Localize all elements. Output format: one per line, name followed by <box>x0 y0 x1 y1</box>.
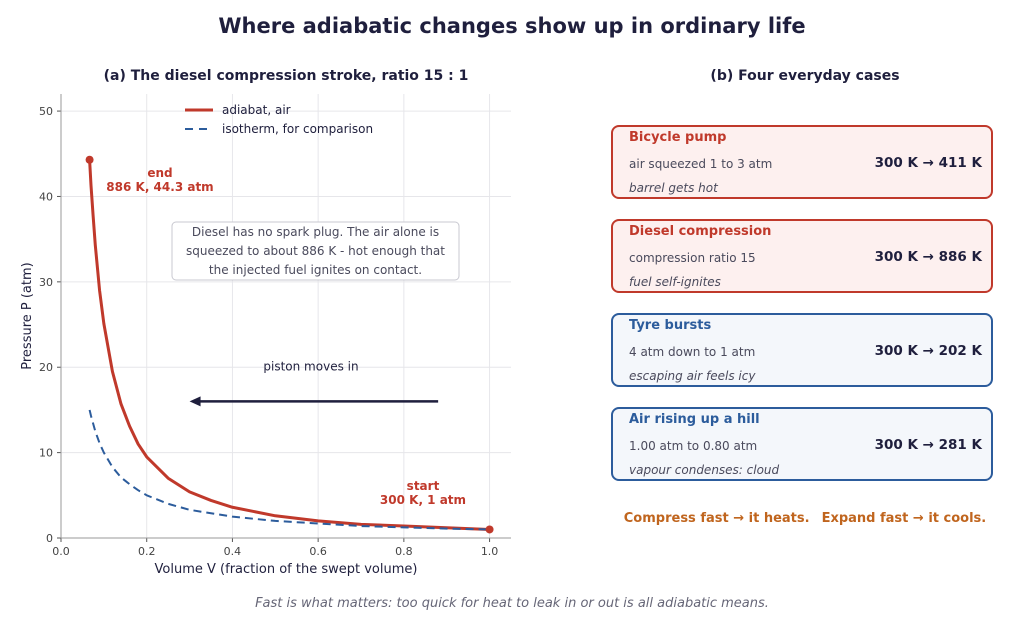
summary-line: Compress fast → it heats. Expand fast → i… <box>611 511 999 526</box>
y-tick-label: 40 <box>39 190 53 203</box>
point-label-start: start <box>407 479 440 493</box>
y-tick-label: 30 <box>39 276 53 289</box>
footer-note: Fast is what matters: too quick for heat… <box>255 596 769 611</box>
case-detail: 4 atm down to 1 atm <box>629 345 756 359</box>
case-name: Air rising up a hill <box>629 412 760 427</box>
callout-text-line: squeezed to about 886 K - hot enough tha… <box>186 244 445 258</box>
summary-compress: Compress fast → it heats. <box>623 511 810 526</box>
case-note: vapour condenses: cloud <box>629 463 780 477</box>
case-detail: air squeezed 1 to 3 atm <box>629 157 773 171</box>
case-card: Bicycle pump air squeezed 1 to 3 atm 300 K… <box>611 125 993 199</box>
point-marker-end <box>85 155 94 164</box>
case-temperatures: 300 K → 411 K <box>874 155 982 171</box>
y-axis-label: Pressure P (atm) <box>20 262 35 370</box>
x-tick-label: 0.4 <box>224 545 242 558</box>
piston-arrow-label: piston moves in <box>263 359 358 373</box>
summary-expand: Expand fast → it cools. <box>821 511 987 526</box>
point-value-start: 300 K, 1 atm <box>380 493 466 507</box>
case-name: Bicycle pump <box>629 130 727 145</box>
case-note: barrel gets hot <box>629 181 718 195</box>
x-tick-label: 0.2 <box>138 545 156 558</box>
series-line-1 <box>88 409 490 531</box>
case-note: fuel self-ignites <box>629 275 721 289</box>
legend-label: adiabat, air <box>222 103 291 117</box>
page-title: Where adiabatic changes show up in ordin… <box>218 14 806 38</box>
y-tick-label: 10 <box>39 447 53 460</box>
case-temperatures: 300 K → 886 K <box>874 249 982 265</box>
y-tick-label: 50 <box>39 105 53 118</box>
x-tick-label: 0.6 <box>309 545 327 558</box>
x-tick-label: 0.8 <box>395 545 413 558</box>
case-note: escaping air feels icy <box>629 369 756 383</box>
callout-text-line: the injected fuel ignites on contact. <box>209 263 422 277</box>
case-card: Air rising up a hill 1.00 atm to 0.80 atm… <box>611 407 993 481</box>
callout-text-line: Diesel has no spark plug. The air alone … <box>192 225 439 239</box>
y-tick-label: 0 <box>46 532 53 545</box>
x-axis-label: Volume V (fraction of the swept volume) <box>155 562 418 577</box>
x-tick-label: 1.0 <box>481 545 499 558</box>
callout-box <box>171 221 460 281</box>
case-card: Tyre bursts 4 atm down to 1 atm 300 K → 20… <box>611 313 993 387</box>
cases-panel-title: (b) Four everyday cases <box>710 68 900 84</box>
series-line-0 <box>88 159 490 531</box>
x-tick-label: 0.0 <box>52 545 70 558</box>
case-name: Diesel compression <box>629 224 772 239</box>
case-temperatures: 300 K → 281 K <box>874 437 982 453</box>
point-marker-start <box>485 525 494 534</box>
case-card: Diesel compression compression ratio 15 30… <box>611 219 993 293</box>
case-name: Tyre bursts <box>629 318 712 333</box>
case-temperatures: 300 K → 202 K <box>874 343 982 359</box>
point-label-end: end <box>147 166 172 180</box>
y-tick-label: 20 <box>39 361 53 374</box>
point-value-end: 886 K, 44.3 atm <box>106 180 213 194</box>
piston-arrow-head <box>189 396 201 407</box>
case-detail: compression ratio 15 <box>629 251 756 265</box>
legend-label: isotherm, for comparison <box>222 122 373 136</box>
chart-title: (a) The diesel compression stroke, ratio… <box>103 68 469 84</box>
case-detail: 1.00 atm to 0.80 atm <box>629 439 758 453</box>
